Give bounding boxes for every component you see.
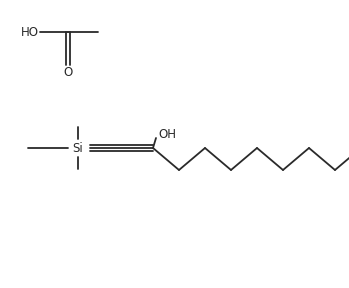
Text: Si: Si [73, 141, 83, 154]
Text: HO: HO [21, 26, 39, 39]
Text: OH: OH [158, 128, 176, 141]
Text: O: O [64, 67, 73, 79]
